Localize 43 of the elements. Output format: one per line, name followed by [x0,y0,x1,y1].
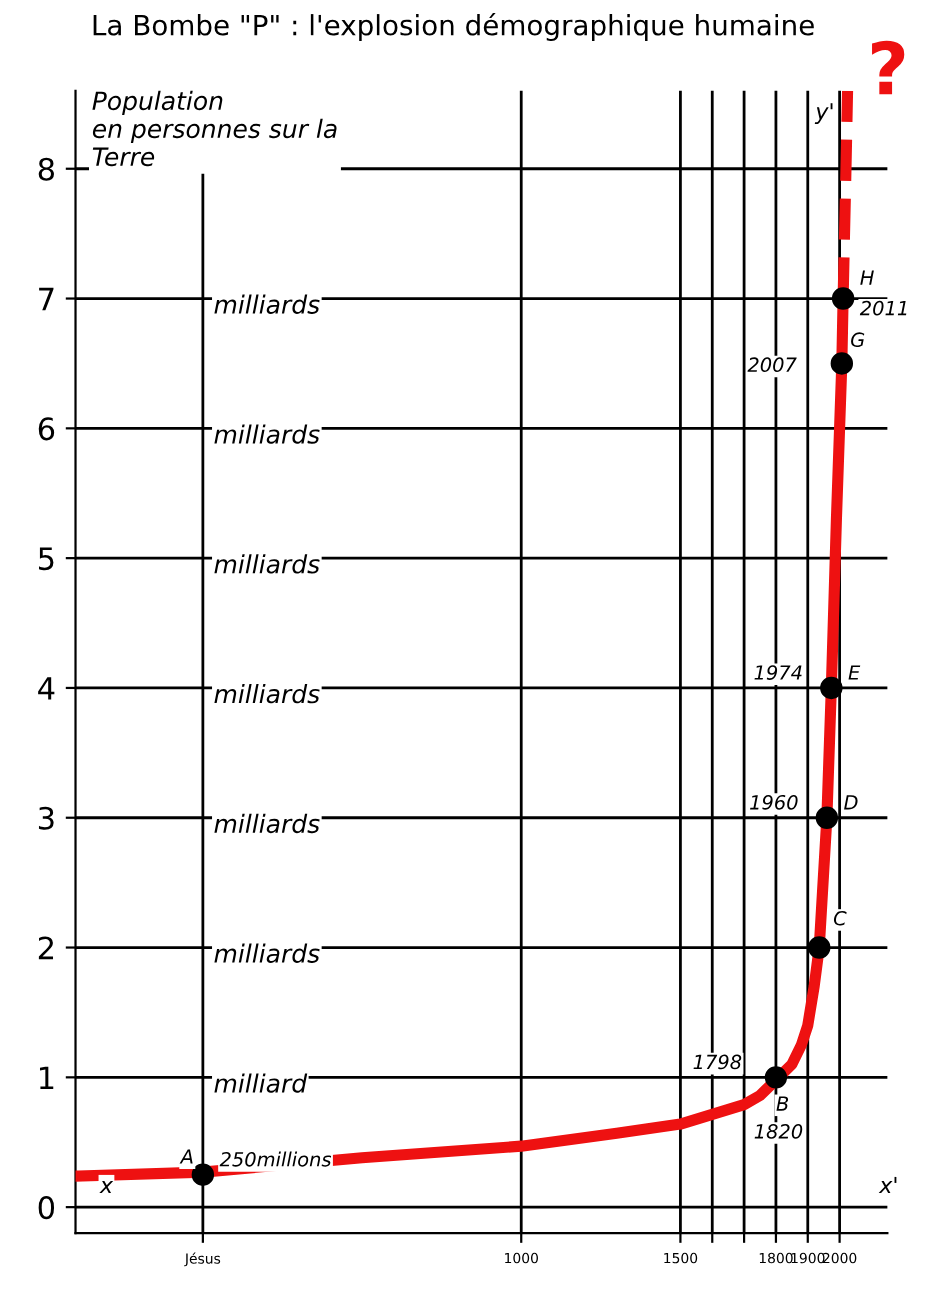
point [764,1066,788,1089]
point [831,287,855,310]
annotation: 1974 [754,665,802,680]
annotation: C [833,910,847,926]
point [830,352,854,375]
annotation: milliards [214,683,320,704]
annotation: A [179,1149,193,1164]
y-tick-label: 0 [38,1196,55,1220]
annotation: 1960 [750,794,798,810]
y-tick-label: 5 [38,547,54,571]
annotation: 250millions [219,1151,332,1167]
annotation: H [860,270,874,285]
y-tick-label: 1 [39,1066,54,1089]
annotation: ? [872,40,905,95]
point [808,936,831,959]
annotation: B [776,1096,789,1111]
y-tick-label: 6 [38,417,55,441]
y-tick-label: 3 [38,806,54,830]
annotation: E [848,665,861,680]
chart-title: La Bombe "P" : l'explosion démographique humaine [93,12,814,41]
annotation: 2011 [859,300,907,316]
annotation: milliards [214,943,320,963]
annotation: G [851,332,865,348]
y-axis-title: Population en personnes sur la Terre [92,90,337,167]
annotation: x [99,1180,114,1194]
annotation: milliard [214,1073,308,1093]
annotation: x' [878,1176,897,1194]
annotation: milliards [214,424,320,444]
annotation: D [844,795,858,810]
point [820,676,843,700]
annotation: milliards [214,813,320,834]
y-tick-label: 8 [38,157,54,181]
annotation: 1798 [693,1054,742,1070]
y-tick-label: 4 [38,677,55,700]
point [191,1163,215,1186]
annotation: milliards [214,294,320,314]
y-tick-label: 7 [39,287,54,311]
annotation: milliards [214,554,320,574]
annotation: 1820 [754,1124,803,1139]
point [815,806,839,829]
y-tick-label: 2 [38,936,54,960]
annotation: 2007 [747,357,797,373]
annotation: y' [814,103,833,125]
